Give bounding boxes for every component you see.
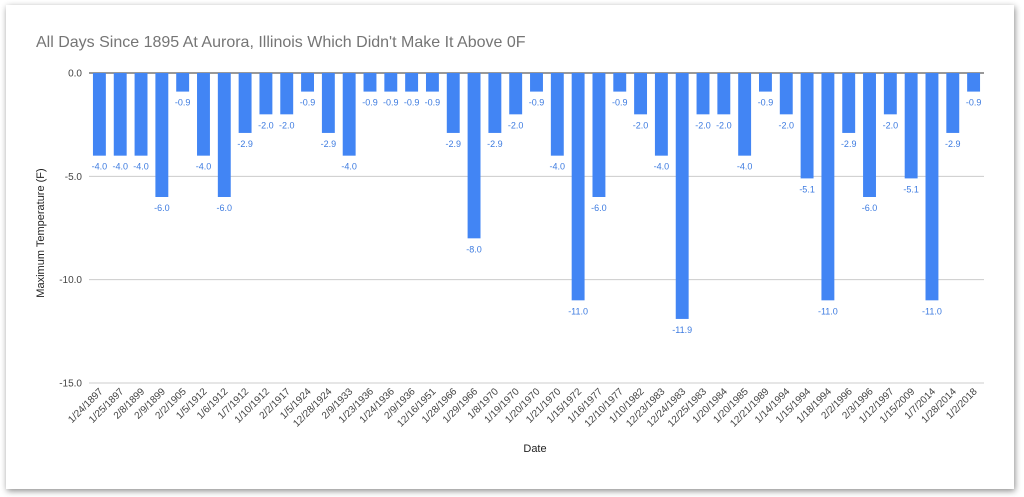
bar bbox=[92, 73, 106, 156]
data-label: -6.0 bbox=[862, 203, 878, 213]
y-tick-label: -10.0 bbox=[59, 275, 82, 286]
data-label: -6.0 bbox=[154, 203, 170, 213]
bar bbox=[405, 73, 419, 92]
data-label: -4.0 bbox=[112, 162, 128, 172]
bar bbox=[550, 73, 564, 156]
data-label: -0.9 bbox=[383, 98, 399, 108]
bar bbox=[509, 73, 523, 115]
bar bbox=[842, 73, 856, 133]
bar bbox=[113, 73, 127, 156]
bar bbox=[197, 73, 210, 156]
data-label: -4.0 bbox=[133, 162, 149, 172]
bar bbox=[634, 73, 648, 115]
bar bbox=[363, 73, 377, 92]
data-label: -4.0 bbox=[550, 162, 566, 172]
bar-series bbox=[92, 73, 981, 319]
y-axis-ticks: 0.0 -5.0 -10.0 -15.0 bbox=[59, 69, 82, 390]
data-label: -11.0 bbox=[818, 306, 838, 316]
data-label: -0.9 bbox=[300, 98, 316, 108]
bar bbox=[176, 73, 190, 92]
data-label: -6.0 bbox=[217, 203, 233, 213]
bar bbox=[863, 73, 876, 197]
data-label: -2.0 bbox=[633, 120, 649, 130]
data-label: -0.9 bbox=[529, 98, 545, 108]
bar bbox=[592, 73, 606, 197]
data-label: -5.1 bbox=[903, 184, 919, 194]
bar bbox=[488, 73, 502, 133]
bar bbox=[738, 73, 752, 156]
bar bbox=[342, 73, 356, 156]
data-label: -11.9 bbox=[672, 325, 692, 335]
bar bbox=[904, 73, 918, 179]
data-label: -6.0 bbox=[591, 203, 607, 213]
data-label: -0.9 bbox=[175, 98, 191, 108]
bar bbox=[467, 73, 481, 239]
x-axis-label: Date bbox=[523, 443, 546, 455]
data-label: -0.9 bbox=[966, 98, 982, 108]
data-label: -4.0 bbox=[737, 162, 753, 172]
chart-title: All Days Since 1895 At Aurora, Illinois … bbox=[36, 34, 526, 51]
data-label: -4.0 bbox=[196, 162, 212, 172]
data-label: -11.0 bbox=[568, 306, 588, 316]
data-label: -2.0 bbox=[258, 120, 274, 130]
bar bbox=[696, 73, 710, 115]
bar bbox=[217, 73, 231, 197]
bar bbox=[675, 73, 689, 319]
bar bbox=[883, 73, 897, 115]
data-labels: -4.0 -4.0 -4.0 -6.0 -0.9 -4.0 -6.0 -2.9 -2.0 -2.0… bbox=[92, 98, 982, 335]
bar bbox=[571, 73, 585, 301]
bar bbox=[717, 73, 731, 115]
data-label: -8.0 bbox=[466, 244, 482, 254]
bar bbox=[925, 73, 939, 301]
data-label: -2.0 bbox=[279, 120, 295, 130]
data-label: -2.9 bbox=[945, 139, 961, 149]
bar bbox=[779, 73, 793, 115]
bar bbox=[259, 73, 273, 115]
data-label: -2.0 bbox=[883, 120, 899, 130]
x-axis-ticks: 1/24/18971/25/18972/8/18992/9/18992/2/19… bbox=[66, 386, 980, 429]
data-label: -4.0 bbox=[654, 162, 670, 172]
data-label: -11.0 bbox=[922, 306, 942, 316]
data-label: -0.9 bbox=[404, 98, 420, 108]
bar bbox=[946, 73, 960, 133]
bar bbox=[134, 73, 148, 156]
bar bbox=[425, 73, 439, 92]
bar bbox=[530, 73, 543, 92]
data-label: -2.0 bbox=[779, 120, 795, 130]
bar bbox=[613, 73, 627, 92]
bar bbox=[238, 73, 252, 133]
bar bbox=[800, 73, 814, 179]
data-label: -2.9 bbox=[237, 139, 253, 149]
bar bbox=[280, 73, 294, 115]
data-label: -2.0 bbox=[695, 120, 711, 130]
data-label: -4.0 bbox=[341, 162, 357, 172]
bar bbox=[821, 73, 835, 301]
data-label: -0.9 bbox=[425, 98, 441, 108]
data-label: -0.9 bbox=[612, 98, 628, 108]
data-label: -2.0 bbox=[716, 120, 732, 130]
data-label: -4.0 bbox=[92, 162, 108, 172]
data-label: -5.1 bbox=[799, 184, 815, 194]
data-label: -0.9 bbox=[362, 98, 378, 108]
y-axis-label: Maximum Temperature (F) bbox=[35, 168, 47, 297]
y-tick-label: -15.0 bbox=[59, 379, 82, 390]
bar bbox=[301, 73, 314, 92]
data-label: -2.9 bbox=[841, 139, 857, 149]
bar bbox=[384, 73, 398, 92]
bar bbox=[155, 73, 169, 197]
data-label: -2.9 bbox=[445, 139, 461, 149]
bar bbox=[321, 73, 335, 133]
bar bbox=[654, 73, 668, 156]
data-label: -2.0 bbox=[508, 120, 524, 130]
data-label: -2.9 bbox=[321, 139, 337, 149]
data-label: -2.9 bbox=[487, 139, 503, 149]
y-tick-label: -5.0 bbox=[65, 172, 83, 183]
bar bbox=[759, 73, 772, 92]
bar bbox=[967, 73, 981, 92]
data-label: -0.9 bbox=[758, 98, 774, 108]
y-tick-label: 0.0 bbox=[68, 69, 82, 80]
bar bbox=[446, 73, 460, 133]
